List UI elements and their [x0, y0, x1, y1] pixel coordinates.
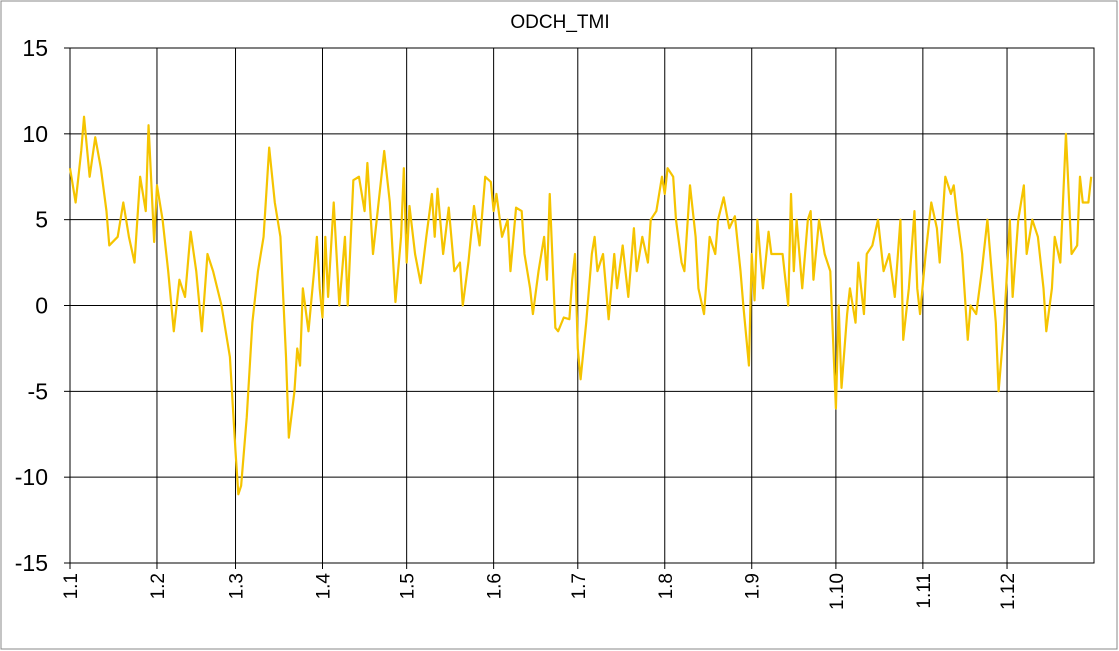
y-tick-label: -5	[28, 378, 48, 404]
x-tick-label: 1.11	[914, 573, 935, 609]
chart-title: ODCH_TMI	[510, 12, 609, 33]
x-tick-label: 1.12	[998, 573, 1019, 610]
x-tick-label: 1.9	[743, 573, 764, 599]
y-tick-label: 5	[35, 207, 48, 233]
y-tick-label: 10	[22, 121, 48, 147]
y-tick-label: -15	[15, 550, 48, 576]
y-tick-label: 15	[22, 35, 48, 61]
x-tick-label: 1.8	[656, 573, 677, 599]
x-tick-label: 1.2	[148, 573, 169, 599]
data-line	[68, 115, 1093, 496]
y-tick-label: 0	[35, 293, 48, 319]
x-tick-label: 1.6	[485, 573, 506, 599]
x-tick-label: 1.10	[827, 573, 848, 610]
x-tick-label: 1.1	[61, 573, 82, 599]
x-tick-label: 1.7	[569, 573, 590, 599]
x-tick-label: 1.4	[313, 573, 334, 600]
x-tick-label: 1.3	[227, 573, 248, 599]
y-tick-label: -10	[15, 464, 48, 490]
x-tick-label: 1.5	[398, 573, 419, 599]
